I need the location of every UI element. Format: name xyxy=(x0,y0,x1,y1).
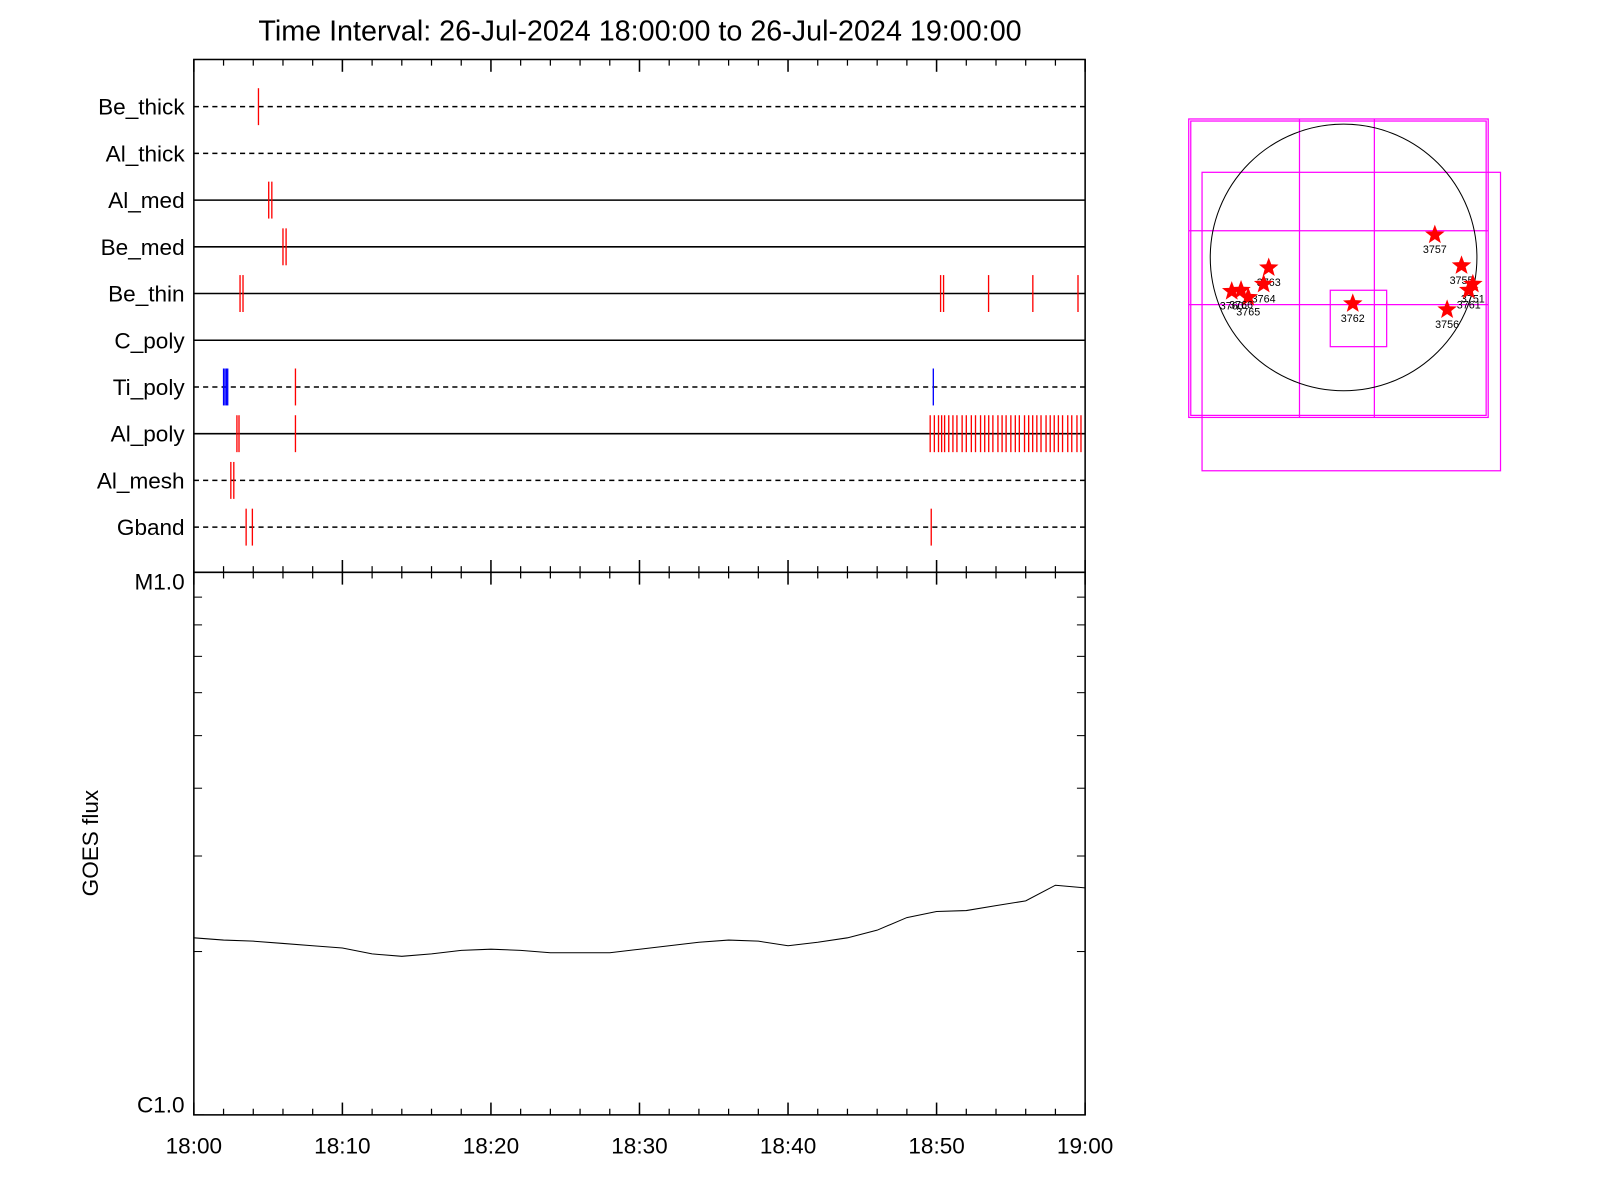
region-star xyxy=(1458,279,1479,299)
region-star xyxy=(1343,293,1363,312)
x-tick-label: 18:20 xyxy=(463,1134,519,1159)
y-tick-label: M1.0 xyxy=(134,570,184,595)
region-star xyxy=(1451,255,1472,274)
row-label: Be_thick xyxy=(98,95,185,120)
region-star xyxy=(1437,299,1457,318)
solar-limb xyxy=(1209,123,1478,392)
x-tick-label: 18:10 xyxy=(314,1134,370,1159)
region-star xyxy=(1231,279,1251,299)
region-label: 3766 xyxy=(1229,299,1253,311)
region-label: 3765 xyxy=(1236,307,1260,319)
x-tick-label: 18:00 xyxy=(166,1134,222,1159)
region-label: 3764 xyxy=(1252,293,1276,305)
timeline-frame xyxy=(193,58,1086,574)
region-star xyxy=(1238,287,1259,306)
row-label: Gband xyxy=(117,515,185,540)
region-label: 3762 xyxy=(1341,313,1365,325)
fov-box xyxy=(1190,120,1487,416)
x-tick-label: 18:40 xyxy=(760,1134,816,1159)
region-label: 3760 xyxy=(1220,301,1244,313)
region-label: 3756 xyxy=(1435,319,1459,331)
row-label: Ti_poly xyxy=(113,375,186,400)
region-label: 3761 xyxy=(1457,299,1481,311)
row-label: C_poly xyxy=(114,328,185,353)
row-label: Al_thick xyxy=(106,141,186,166)
region-label: 3751 xyxy=(1461,293,1485,305)
goes-line xyxy=(193,884,1086,957)
region-star xyxy=(1425,224,1445,244)
fov-boxes xyxy=(1188,118,1502,472)
region-label: 3757 xyxy=(1423,244,1447,256)
fov-box xyxy=(1188,118,1489,419)
row-label: Be_thin xyxy=(108,282,184,307)
fov-box xyxy=(1329,289,1388,348)
row-label: Al_med xyxy=(108,188,184,213)
region-star xyxy=(1258,257,1279,277)
y-axis-label: GOES flux xyxy=(78,789,103,896)
goes-frame xyxy=(193,571,1086,1116)
row-label: Al_poly xyxy=(111,422,186,447)
x-tick-label: 19:00 xyxy=(1057,1134,1113,1159)
region-star xyxy=(1253,273,1274,293)
row-label: Be_med xyxy=(101,235,185,260)
y-tick-label: C1.0 xyxy=(137,1093,185,1118)
region-star xyxy=(1221,281,1242,300)
chart-title: Time Interval: 26-Jul-2024 18:00:00 to 2… xyxy=(258,15,1021,47)
region-star xyxy=(1463,273,1483,293)
x-tick-label: 18:50 xyxy=(908,1134,964,1159)
row-label: Al_mesh xyxy=(97,468,185,493)
x-tick-label: 18:30 xyxy=(611,1134,667,1159)
fov-box xyxy=(1201,171,1502,472)
